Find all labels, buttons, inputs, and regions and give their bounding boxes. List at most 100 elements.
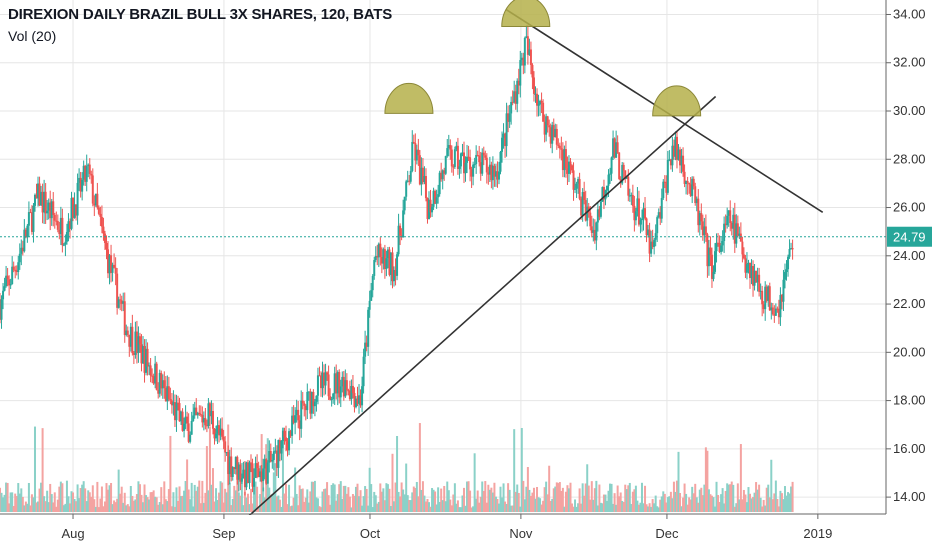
volume-bar (44, 501, 47, 512)
volume-bar (523, 499, 526, 512)
candle-body (370, 290, 373, 301)
candle-body (371, 275, 374, 291)
candle-body (383, 249, 386, 269)
volume-bar (379, 483, 382, 512)
volume-bar (367, 505, 370, 512)
candle-body (300, 400, 303, 429)
time-axis-background[interactable] (0, 515, 932, 550)
candle-body (40, 191, 43, 206)
volume-bar (615, 504, 618, 512)
candle-body (14, 269, 17, 271)
volume-indicator-label: Vol (20) (8, 28, 57, 44)
volume-bar (777, 506, 780, 512)
x-tick-label: 2019 (803, 526, 832, 541)
candle-body (660, 198, 663, 219)
candle-body (668, 159, 671, 161)
x-tick-label: Sep (212, 526, 235, 541)
candle-body (453, 149, 456, 167)
volume-bar (438, 501, 441, 512)
volume-bar (196, 486, 199, 512)
grid-lines (0, 0, 886, 514)
volume-bar (128, 506, 131, 512)
candle-body (703, 226, 706, 236)
candle-body (164, 388, 167, 402)
volume-bar (219, 481, 222, 512)
candle-body (234, 456, 237, 470)
candle-body (368, 300, 371, 310)
volume-bar (456, 500, 459, 512)
volume-bar (116, 498, 119, 512)
candle-body (189, 434, 192, 442)
volume-bar (295, 493, 298, 512)
candle-body (504, 133, 507, 147)
price-axis[interactable]: 34.00 32.00 30.00 28.00 26.00 24.00 22.00 20.00… (886, 6, 926, 504)
volume-bar (78, 498, 81, 512)
candle-body (155, 363, 158, 390)
candle-body (618, 152, 621, 179)
volume-bar (37, 501, 40, 512)
volume-bar (605, 500, 608, 512)
volume-bar (405, 463, 408, 512)
price-axis-background[interactable] (887, 0, 932, 514)
candle-body (236, 456, 239, 480)
candle-body (729, 210, 732, 224)
volume-bar (301, 488, 304, 512)
candle-body (23, 229, 26, 252)
candle-body (607, 174, 610, 186)
candle-body (622, 164, 625, 171)
volume-bar (488, 489, 491, 512)
candle-body (243, 469, 246, 488)
candle-body (240, 478, 243, 482)
candle-body (759, 290, 762, 292)
candle-body (744, 258, 747, 273)
volume-bar (475, 498, 478, 512)
volume-bar (67, 496, 70, 512)
candle-body (450, 149, 453, 167)
candle-body (348, 390, 351, 400)
candle-body (601, 187, 604, 202)
volume-bar (43, 496, 46, 512)
candle-body (497, 171, 500, 180)
candle-body (132, 353, 135, 355)
volume-bar (727, 484, 730, 512)
drawing-annotations[interactable] (247, 0, 824, 518)
candle-body (323, 372, 326, 386)
volume-bar (272, 472, 275, 512)
candles[interactable] (0, 24, 794, 496)
volume-bar (548, 465, 551, 512)
candle-body (178, 403, 181, 422)
candle-body (149, 365, 152, 376)
candle-body (762, 304, 765, 310)
candle-body (605, 185, 608, 191)
volume-bar (356, 483, 359, 512)
volume-bar (180, 496, 183, 512)
volume-bar (137, 481, 140, 512)
volume-bar (762, 499, 765, 512)
candle-body (571, 165, 574, 171)
volume-bar (64, 503, 67, 512)
candle-body (79, 177, 82, 192)
volume-bar (602, 494, 605, 512)
candle-body (263, 459, 266, 469)
volume-bar (455, 503, 458, 512)
volume-bar (228, 482, 231, 512)
volume-bar (306, 489, 309, 512)
volume-bar (665, 502, 668, 512)
volume-bar (790, 486, 793, 512)
candle-body (316, 375, 319, 396)
volume-bar (780, 493, 783, 512)
time-axis[interactable]: Aug Sep Oct Nov Dec 2019 (61, 514, 832, 541)
candle-body (64, 241, 67, 245)
volume-bar (654, 495, 657, 512)
volume-bar (458, 507, 461, 512)
candle-body (773, 314, 776, 316)
volume-bar (3, 494, 6, 512)
volume-bar (674, 491, 677, 512)
volume-bar (721, 488, 724, 512)
candle-body (301, 400, 304, 404)
volume-bar (262, 487, 265, 512)
volume-bar (718, 501, 721, 512)
volume-bar (783, 486, 786, 512)
candle-body (356, 398, 359, 404)
